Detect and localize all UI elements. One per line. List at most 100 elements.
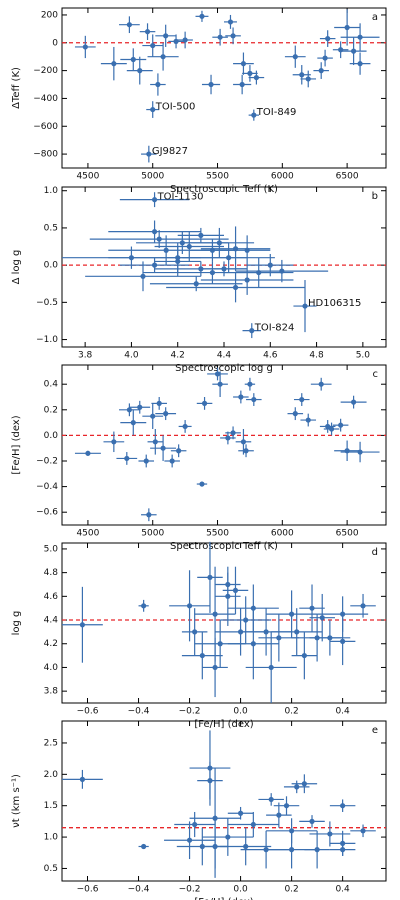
point — [340, 803, 346, 809]
plot-frame — [61, 542, 387, 704]
panel-label: a — [372, 12, 378, 23]
point — [250, 821, 256, 828]
point — [111, 61, 117, 67]
point — [207, 778, 213, 784]
x-tick-label: 4500 — [76, 172, 99, 182]
point — [240, 61, 247, 67]
point — [263, 629, 269, 635]
x-tick-label: 0.2 — [284, 707, 298, 717]
annotation: TOI-1130 — [157, 192, 204, 203]
point — [146, 512, 152, 518]
point — [230, 430, 236, 436]
point — [301, 652, 307, 659]
x-tick-label: 5500 — [206, 172, 229, 182]
point — [351, 399, 357, 405]
point — [152, 439, 158, 445]
point — [305, 417, 311, 423]
point — [250, 605, 256, 611]
point — [199, 652, 205, 659]
point — [340, 847, 346, 853]
point — [302, 303, 308, 309]
point — [79, 776, 86, 782]
point — [240, 439, 247, 445]
y-tick-label: 1.0 — [44, 186, 59, 196]
x-tick-label: 0.2 — [284, 885, 298, 895]
y-tick-label: 0.0 — [44, 261, 59, 271]
y-tick-label: −400 — [33, 94, 58, 104]
x-tick-label: −0.6 — [77, 885, 99, 895]
point — [239, 81, 245, 88]
point — [156, 236, 162, 242]
annotation: TOI-500 — [155, 102, 196, 113]
point — [128, 255, 135, 261]
x-tick-label: 5000 — [141, 529, 164, 539]
point — [130, 56, 136, 63]
point — [143, 458, 149, 464]
point — [160, 445, 166, 451]
y-axis-label: ΔTeff (K) — [11, 67, 22, 109]
x-tick-label: 4500 — [76, 529, 99, 539]
point — [151, 229, 158, 235]
point — [216, 240, 222, 246]
point — [208, 81, 214, 88]
point — [225, 435, 231, 441]
point — [151, 262, 158, 268]
point — [322, 55, 328, 61]
point — [251, 112, 257, 118]
point — [247, 70, 253, 76]
annotation: TOI-849 — [256, 107, 297, 118]
point — [230, 33, 236, 39]
point — [209, 269, 216, 276]
x-tick-label: −0.4 — [128, 885, 150, 895]
y-tick-label: 0 — [52, 38, 58, 48]
point — [182, 423, 188, 430]
point — [150, 42, 156, 49]
x-tick-label: 4.2 — [171, 351, 185, 361]
x-tick-label: 5000 — [141, 172, 164, 182]
x-tick-label: 6500 — [336, 172, 359, 182]
point — [163, 33, 169, 39]
x-tick-label: −0.2 — [179, 885, 201, 895]
point — [338, 422, 344, 428]
point — [309, 818, 315, 824]
y-tick-label: 3.8 — [44, 687, 59, 697]
x-tick-label: 0.4 — [335, 885, 350, 895]
y-axis-label: Δ log g — [11, 250, 22, 285]
point — [253, 74, 259, 81]
point — [175, 258, 181, 265]
x-axis-label: [Fe/H] (dex) — [194, 719, 253, 730]
point — [247, 381, 253, 387]
y-tick-label: 5.0 — [44, 544, 59, 554]
point — [186, 243, 192, 250]
point — [360, 603, 366, 609]
x-tick-label: 4.6 — [263, 351, 278, 361]
point — [267, 262, 273, 268]
y-tick-label: 2.5 — [44, 738, 58, 748]
point — [150, 413, 156, 419]
point — [179, 240, 185, 246]
point — [140, 273, 146, 279]
point — [305, 76, 311, 82]
point — [289, 847, 295, 853]
panel-label: d — [372, 547, 378, 558]
x-tick-label: 0.0 — [233, 885, 248, 895]
point — [314, 847, 320, 853]
y-tick-label: −0.4 — [36, 482, 58, 492]
point — [146, 151, 152, 157]
point — [318, 381, 324, 387]
point — [111, 439, 117, 445]
point — [199, 481, 205, 487]
x-tick-label: −0.2 — [179, 707, 201, 717]
plot-frame — [61, 364, 387, 526]
point — [201, 400, 208, 406]
point — [160, 54, 166, 60]
y-tick-label: 1.5 — [44, 801, 58, 811]
y-tick-label: 0.2 — [44, 405, 58, 415]
point — [226, 255, 232, 261]
point — [199, 13, 205, 19]
y-tick-label: −0.2 — [36, 457, 58, 467]
y-tick-label: 0.5 — [44, 223, 58, 233]
y-tick-label: −600 — [33, 122, 58, 132]
point — [292, 54, 298, 60]
x-tick-label: −0.4 — [128, 707, 150, 717]
